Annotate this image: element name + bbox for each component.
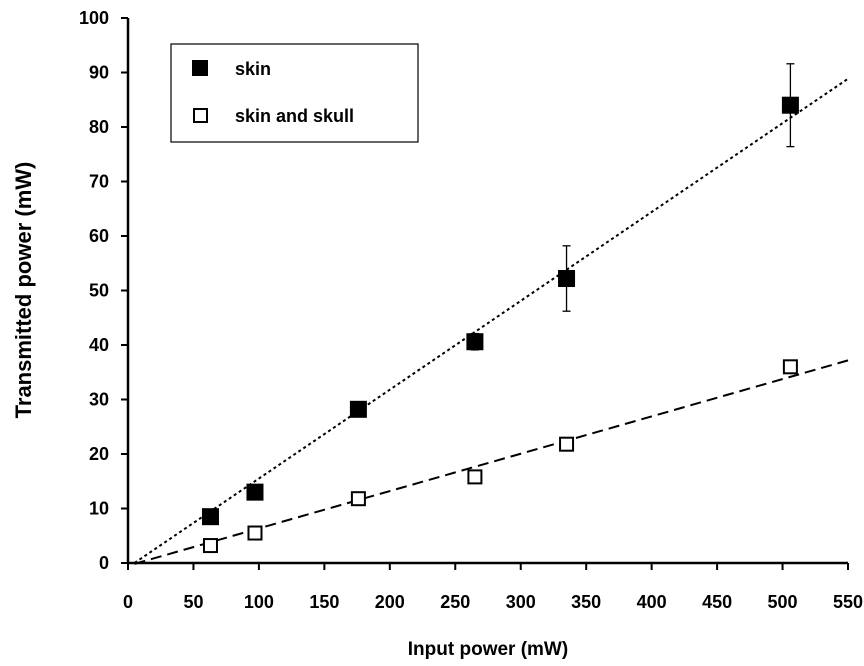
x-tick-label: 300 [506, 592, 536, 612]
x-tick-label: 400 [637, 592, 667, 612]
data-point-skin-and-skull [202, 538, 218, 554]
y-tick-label: 30 [89, 390, 109, 410]
legend-label-skin: skin [235, 59, 271, 79]
y-tick-label: 0 [99, 553, 109, 573]
data-point-skin [201, 508, 219, 526]
x-tick-label: 100 [244, 592, 274, 612]
x-tick-label: 500 [768, 592, 798, 612]
data-point-skin-and-skull [247, 525, 263, 541]
x-tick-label: 0 [123, 592, 133, 612]
data-point-skin-and-skull [782, 359, 798, 375]
data-markers [201, 96, 799, 554]
x-tick-label: 50 [183, 592, 203, 612]
data-point-skin-and-skull [467, 469, 483, 485]
y-tick-label: 90 [89, 63, 109, 83]
x-axis-label: Input power (mW) [408, 639, 568, 660]
legend: skin skin and skull [170, 43, 419, 143]
legend-marker-skin [192, 60, 208, 76]
data-point-skin [558, 270, 576, 288]
y-tick-label: 50 [89, 281, 109, 301]
fit-line-series-1 [134, 359, 849, 565]
data-point-skin [349, 400, 367, 418]
y-tick-label: 60 [89, 226, 109, 246]
x-tick-label: 550 [833, 592, 863, 612]
error-bars [470, 63, 795, 351]
data-point-skin [466, 333, 484, 351]
y-tick-label: 100 [79, 8, 109, 28]
x-tick-label: 450 [702, 592, 732, 612]
data-point-skin [246, 483, 264, 501]
fit-lines [133, 77, 849, 565]
y-tick-label: 20 [89, 444, 109, 464]
data-point-skin-and-skull [559, 436, 575, 452]
legend-label-skin-and-skull: skin and skull [235, 106, 354, 126]
y-tick-label: 10 [89, 499, 109, 519]
y-tick-label: 40 [89, 335, 109, 355]
x-tick-label: 150 [309, 592, 339, 612]
legend-box [170, 43, 419, 143]
y-axis-label: Transmitted power (mW) [11, 162, 36, 419]
legend-marker-skin-and-skull [193, 108, 208, 123]
x-tick-label: 250 [440, 592, 470, 612]
x-tick-label: 200 [375, 592, 405, 612]
data-point-skin [781, 96, 799, 114]
tick-labels: 0 10 20 30 40 50 60 70 80 90 100 0 50 100 150 200 250 300… [79, 8, 863, 612]
y-tick-label: 70 [89, 172, 109, 192]
tick-marks [121, 17, 849, 570]
fit-line-series-0 [133, 77, 849, 564]
y-tick-label: 80 [89, 117, 109, 137]
x-tick-label: 350 [571, 592, 601, 612]
data-point-skin-and-skull [350, 491, 366, 507]
